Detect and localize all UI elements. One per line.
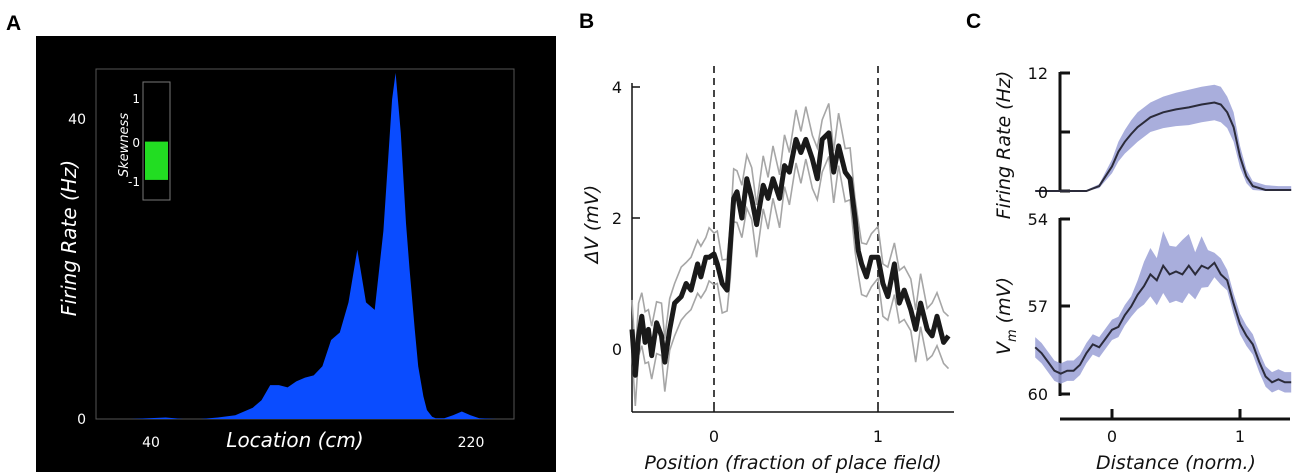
panel-b-xtick-label-0: 0 [709,427,719,446]
panel-c-xlabel: Distance (norm.) [1096,452,1256,474]
panel-c-bottom-ylabel-main: V [993,340,1015,355]
panel-a-inset-tick-neg1: -1 [128,175,140,189]
panel-c-bottom-mean-line [1034,261,1292,384]
panel-b-mean-line [629,130,951,378]
panel-a: A 40 0 40 220 Location (cm) Firing Rate … [6,12,556,472]
panel-b-upper-bound-line [631,103,950,355]
panel-c-xtick-label-0: 0 [1107,427,1117,446]
panel-c-bottom-ylabel-unit: (mV) [993,277,1015,323]
panel-c-bottom-sem-band [1035,231,1292,393]
panel-c-top-sem-band [1035,84,1292,191]
panel-a-inset-tick-1: 1 [132,92,140,106]
panel-b-xtick-label-1: 1 [873,427,883,446]
panel-a-firing-area [96,72,514,420]
panel-c-letter: C [966,10,981,33]
panel-b-ytick-label-4: 4 [612,78,622,97]
panel-a-ytick-40: 40 [68,112,86,128]
panel-c-top-ytick-label-0: 0 [1038,183,1048,202]
panel-c-bottom-ylabel-sub: m [1005,329,1020,342]
panel-c-top-ylabel: Firing Rate (Hz) [993,71,1015,220]
panel-a-inset-skewness-bar [145,141,168,180]
panel-a-letter: A [6,12,21,35]
panel-a-inset-tick-0: 0 [132,136,140,150]
panel-a-inset-frame [142,81,171,201]
panel-b-xlabel: Position (fraction of place field) [644,452,941,474]
panel-c-top-ytick-label-12: 12 [1028,64,1048,83]
panel-a-ylabel: Firing Rate (Hz) [57,160,81,316]
panel-a-xtick-40: 40 [142,435,160,451]
panel-b-lower-bound-line [631,156,950,407]
panel-b: B 4 2 0 0 1 Position (fraction of place … [579,10,954,474]
panel-c-bottom-ytick-label-54: 54 [1028,210,1048,229]
panel-c: C 12 0 54 57 60 0 1 Distance (norm.) Fir… [966,10,1292,474]
panel-b-ytick-label-0: 0 [612,340,622,359]
panel-c-bottom-ytick-label-60: 60 [1028,385,1048,404]
panel-c-top-mean-line [1035,101,1292,192]
panel-a-inset: Skewness 1 0 -1 [117,81,171,201]
panel-a-xtick-220: 220 [458,435,485,451]
panel-b-ylabel: ΔV (mV) [581,185,603,265]
panel-c-bottom-ylabel: Vm (mV) [993,277,1020,355]
panel-b-ytick-label-2: 2 [612,209,622,228]
panel-b-letter: B [579,10,594,33]
panel-a-ytick-0: 0 [77,412,86,428]
panel-a-xlabel: Location (cm) [226,428,363,452]
panel-c-xtick-label-1: 1 [1235,427,1245,446]
panel-a-inset-title: Skewness [117,113,132,177]
panel-c-bottom-ytick-label-57: 57 [1028,297,1048,316]
